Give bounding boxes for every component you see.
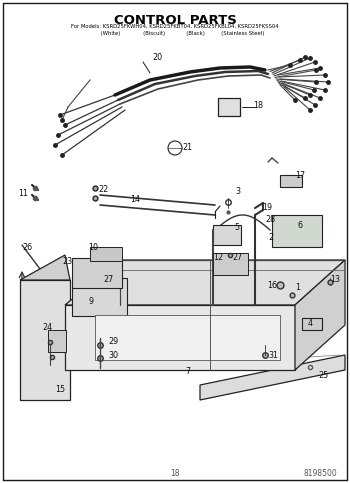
Text: 1: 1 <box>295 284 300 293</box>
Bar <box>280 175 302 187</box>
Text: 13: 13 <box>330 275 340 284</box>
Polygon shape <box>72 258 120 278</box>
Text: 5: 5 <box>234 224 239 232</box>
Text: 7: 7 <box>185 368 190 377</box>
Text: 30: 30 <box>108 351 118 359</box>
Text: 15: 15 <box>55 385 65 395</box>
Polygon shape <box>295 260 345 370</box>
Polygon shape <box>20 255 70 280</box>
Text: 27: 27 <box>232 254 242 262</box>
Text: 31: 31 <box>268 351 278 359</box>
Text: 9: 9 <box>88 298 93 307</box>
Text: 20: 20 <box>152 54 162 62</box>
Text: 8198500: 8198500 <box>303 469 337 478</box>
Bar <box>95 315 280 360</box>
Text: 29: 29 <box>108 338 118 346</box>
Text: 3: 3 <box>235 187 240 197</box>
Bar <box>213 253 248 275</box>
Text: 24: 24 <box>42 324 52 332</box>
Polygon shape <box>20 280 70 400</box>
Bar <box>218 98 240 116</box>
Text: 16: 16 <box>267 281 277 289</box>
Polygon shape <box>65 305 295 370</box>
Bar <box>272 215 322 247</box>
Bar <box>302 318 322 330</box>
Polygon shape <box>200 355 345 400</box>
Bar <box>213 225 241 245</box>
Text: 4: 4 <box>308 318 313 327</box>
Bar <box>90 247 122 261</box>
Text: 18: 18 <box>170 469 180 478</box>
Polygon shape <box>65 260 345 305</box>
Bar <box>48 330 66 352</box>
Text: 10: 10 <box>88 242 98 252</box>
Text: For Models: KSRD25FKWH04, KSRD25FKBT04, KSRD25FKBL04, KSRD25FKSS04: For Models: KSRD25FKWH04, KSRD25FKBT04, … <box>71 24 279 29</box>
Text: 23: 23 <box>62 257 72 267</box>
Text: 21: 21 <box>182 142 192 152</box>
Text: 12: 12 <box>213 254 223 262</box>
Text: 6: 6 <box>298 221 303 229</box>
Text: 2: 2 <box>268 233 273 242</box>
Text: 18: 18 <box>253 100 263 110</box>
Text: (White)              (Biscuit)             (Black)          (Stainless Steel): (White) (Biscuit) (Black) (Stainless Ste… <box>86 31 264 36</box>
Text: 19: 19 <box>262 203 272 213</box>
Text: 14: 14 <box>130 196 140 204</box>
Bar <box>72 278 127 316</box>
Text: 17: 17 <box>295 170 305 180</box>
Text: 28: 28 <box>265 215 275 225</box>
Bar <box>72 258 122 288</box>
Text: CONTROL PARTS: CONTROL PARTS <box>113 14 237 27</box>
Text: 11: 11 <box>18 188 28 198</box>
Text: 27: 27 <box>103 275 113 284</box>
Text: 26: 26 <box>22 243 32 253</box>
Text: 22: 22 <box>98 185 108 195</box>
Text: 25: 25 <box>318 370 328 380</box>
